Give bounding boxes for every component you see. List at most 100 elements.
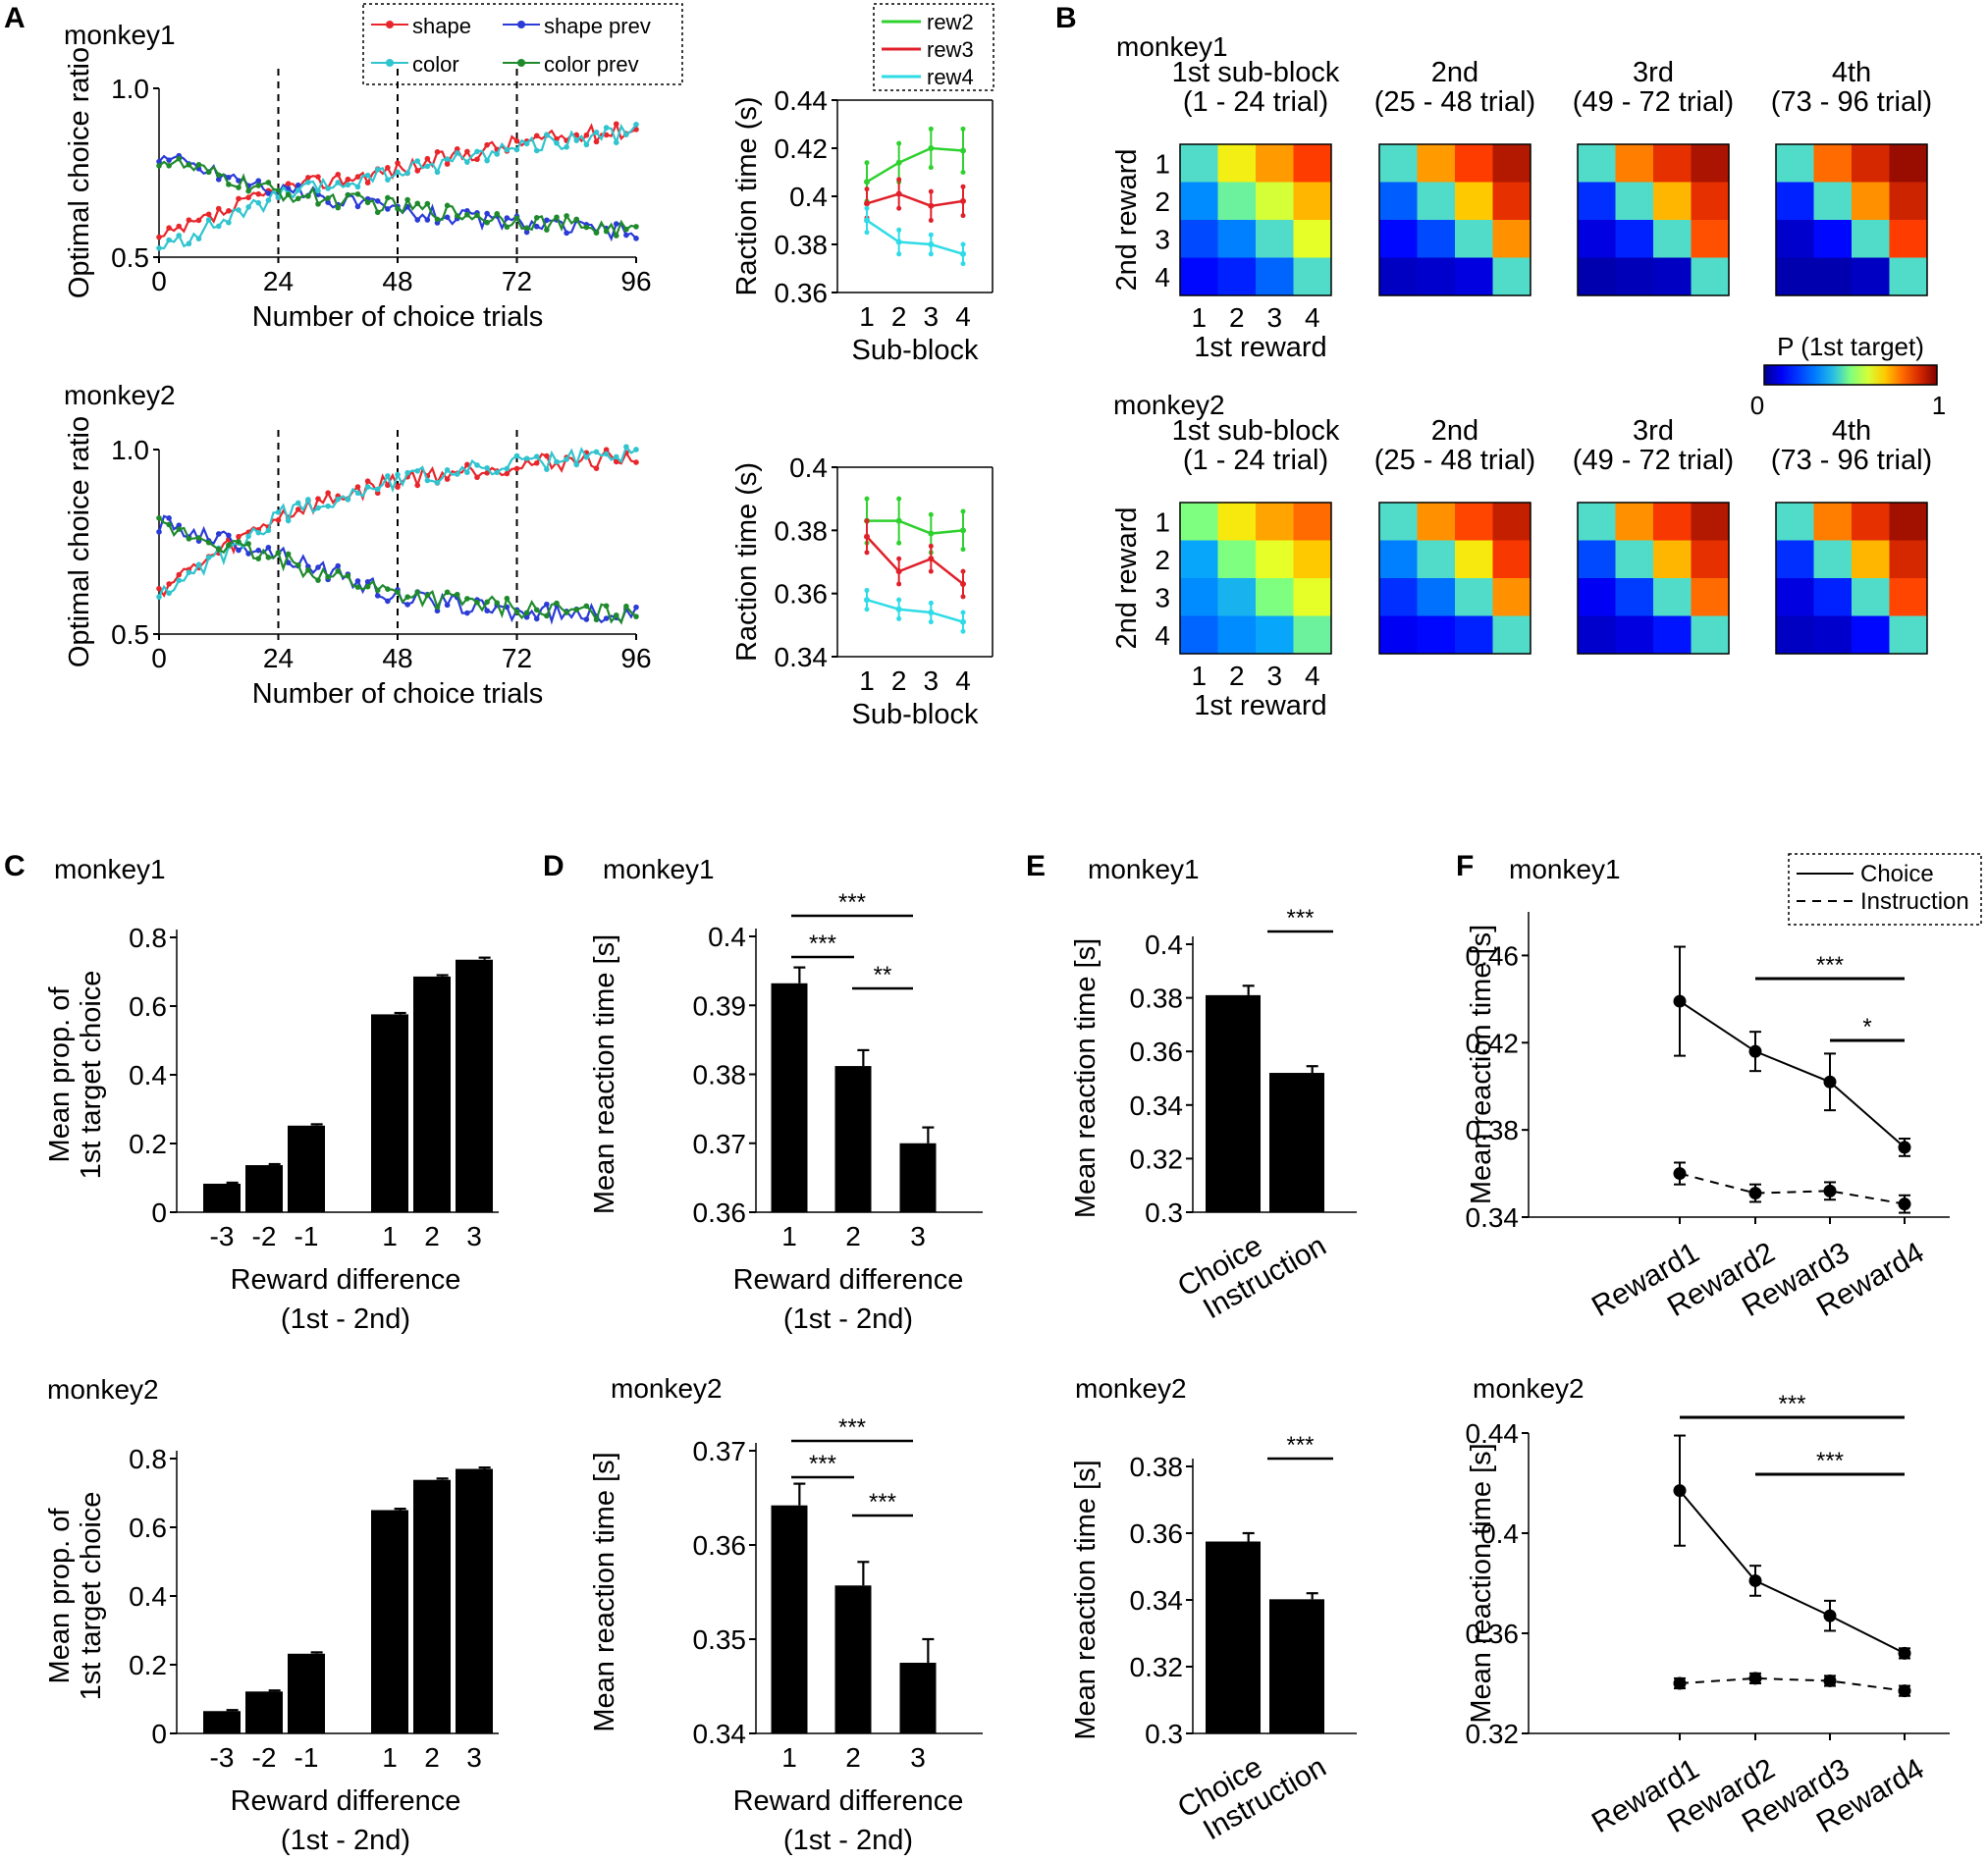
subject-label-E2: monkey2 [1075, 1373, 1187, 1404]
series-point-F1-1-2 [1823, 1184, 1837, 1197]
series-line-A2-1 [866, 192, 964, 208]
heatmap-cell-B2-3-2-3 [1889, 578, 1927, 616]
x-tick-label-C2-4: 2 [424, 1742, 440, 1773]
series-point-A3-3 [335, 568, 342, 574]
series-point-F1-0-1 [1748, 1044, 1762, 1058]
series-point-A1-2 [245, 204, 251, 210]
y-tick-label-A2-2: 0.4 [789, 182, 828, 212]
series-point-A3-3 [533, 607, 540, 613]
heatmap-cell-B1-2-0-2 [1653, 144, 1692, 183]
series-point-A1-3 [385, 194, 391, 201]
x-axis-label-D1: Reward difference [733, 1264, 964, 1296]
y-tick-label-B1-1: 2 [1155, 186, 1170, 217]
series-point-A1-3 [633, 224, 639, 230]
series-point-A2-2-3 [960, 250, 966, 257]
heatmap-cell-B2-1-1-2 [1455, 540, 1493, 578]
heatmap-cell-B2-3-1-1 [1813, 540, 1852, 578]
heatmap-cell-B2-1-3-3 [1492, 615, 1531, 654]
series-point-A1-2 [374, 166, 381, 173]
heatmap-cell-B2-3-1-0 [1776, 540, 1814, 578]
block-title-B2-0: 1st sub-block [1172, 415, 1340, 447]
series-point-A3-1 [315, 564, 321, 570]
series-point-A1-3 [464, 211, 470, 218]
series-point-F1-1-0 [1673, 1167, 1687, 1181]
series-point-A1-3 [454, 213, 460, 219]
y-axis-sublabel-C2: 1st target choice [76, 1492, 107, 1701]
heatmap-cell-B2-1-0-1 [1417, 503, 1455, 541]
heatmap-cell-B1-2-2-2 [1653, 220, 1692, 258]
x-tick-label-A1-4: 96 [620, 266, 651, 296]
y-tick-label-F2-1: 0.36 [1466, 1619, 1520, 1649]
series-point-A3-3 [474, 599, 480, 606]
heatmap-cell-B1-0-3-0 [1180, 257, 1218, 295]
series-point-A1-0 [345, 176, 351, 183]
series-point-A3-2 [364, 484, 371, 490]
series-point-A1-2 [156, 244, 162, 251]
series-point-A1-2 [474, 148, 480, 155]
series-point-A3-2 [335, 496, 342, 503]
bar-C1-4 [413, 976, 451, 1212]
series-point-A1-0 [176, 223, 183, 230]
error-cap-A4-2-3 [960, 628, 966, 634]
heatmap-cell-B2-3-3-3 [1889, 615, 1927, 654]
x-tick-label-A4-3: 4 [955, 665, 971, 696]
y-axis-label-A3: Optimal choice ratio [64, 416, 95, 667]
series-point-A3-3 [285, 551, 292, 558]
block-title-B2-3: 4th [1832, 415, 1871, 447]
series-point-A3-2 [414, 467, 421, 474]
series-point-A3-2 [533, 453, 540, 459]
x-tick-label-A3-0: 0 [151, 643, 167, 673]
series-point-A3-2 [583, 454, 590, 460]
x-axis-sublabel-D1: (1st - 2nd) [783, 1303, 913, 1335]
series-point-A3-3 [523, 610, 530, 616]
heatmap-cell-B1-0-2-1 [1217, 220, 1256, 258]
heatmap-cell-B1-3-3-1 [1813, 257, 1852, 295]
x-tick-label-A2-3: 4 [955, 301, 971, 332]
series-point-A1-3 [315, 201, 321, 207]
series-point-A1-3 [603, 228, 610, 235]
heatmap-cell-B2-0-3-0 [1180, 615, 1218, 654]
series-point-A1-3 [544, 227, 550, 233]
heatmap-cell-B2-2-3-1 [1615, 615, 1653, 654]
series-line-F2-0 [1679, 1490, 1906, 1655]
x-tick-label-D1-0: 1 [781, 1221, 797, 1251]
y-tick-label-A1-0: 0.5 [111, 242, 149, 273]
series-point-A1-0 [513, 137, 520, 144]
y-axis-label-A2: Raction time (s) [731, 96, 763, 295]
y-tick-label-A1-1: 1.0 [111, 74, 149, 104]
series-point-F2-0-3 [1898, 1646, 1911, 1660]
legend-label-A2-1: rew3 [927, 37, 974, 62]
series-point-A2-0-1 [895, 159, 902, 166]
heatmap-frame-B1-1 [1378, 143, 1531, 296]
legend-label-A2-2: rew4 [927, 65, 974, 89]
heatmap-cell-B2-0-2-1 [1217, 578, 1256, 616]
error-cap-A2-2-3 [960, 241, 966, 247]
heatmap-cell-B1-1-2-0 [1379, 220, 1418, 258]
series-point-A1-2 [544, 132, 550, 138]
panel-letter-A: A [4, 2, 26, 34]
heatmap-cell-B2-2-0-1 [1615, 503, 1653, 541]
series-point-A3-2 [186, 569, 192, 575]
heatmap-cell-B2-0-0-0 [1180, 503, 1218, 541]
series-point-A1-0 [156, 234, 162, 240]
series-line-A2-0 [866, 146, 964, 184]
series-point-A3-3 [166, 521, 172, 528]
series-point-A3-1 [364, 578, 371, 585]
series-point-A3-0 [484, 470, 490, 476]
series-point-A1-2 [265, 197, 272, 203]
heatmap-cell-B2-0-0-2 [1256, 503, 1294, 541]
heatmap-frame-B2-3 [1775, 502, 1928, 655]
series-point-A1-0 [364, 180, 371, 186]
y-tick-label-E1-3: 0.36 [1130, 1037, 1184, 1067]
series-point-A3-2 [195, 561, 202, 568]
series-point-A1-1 [533, 223, 540, 230]
series-point-A3-3 [554, 600, 560, 607]
series-point-A3-3 [255, 556, 262, 561]
series-point-A1-3 [564, 213, 569, 219]
series-point-A1-3 [245, 187, 251, 194]
y-tick-label-D1-2: 0.38 [693, 1060, 747, 1091]
error-cap-A4-1-3 [960, 594, 966, 600]
legend-label-F-1: Instruction [1860, 888, 1969, 915]
series-point-A3-1 [335, 562, 342, 569]
